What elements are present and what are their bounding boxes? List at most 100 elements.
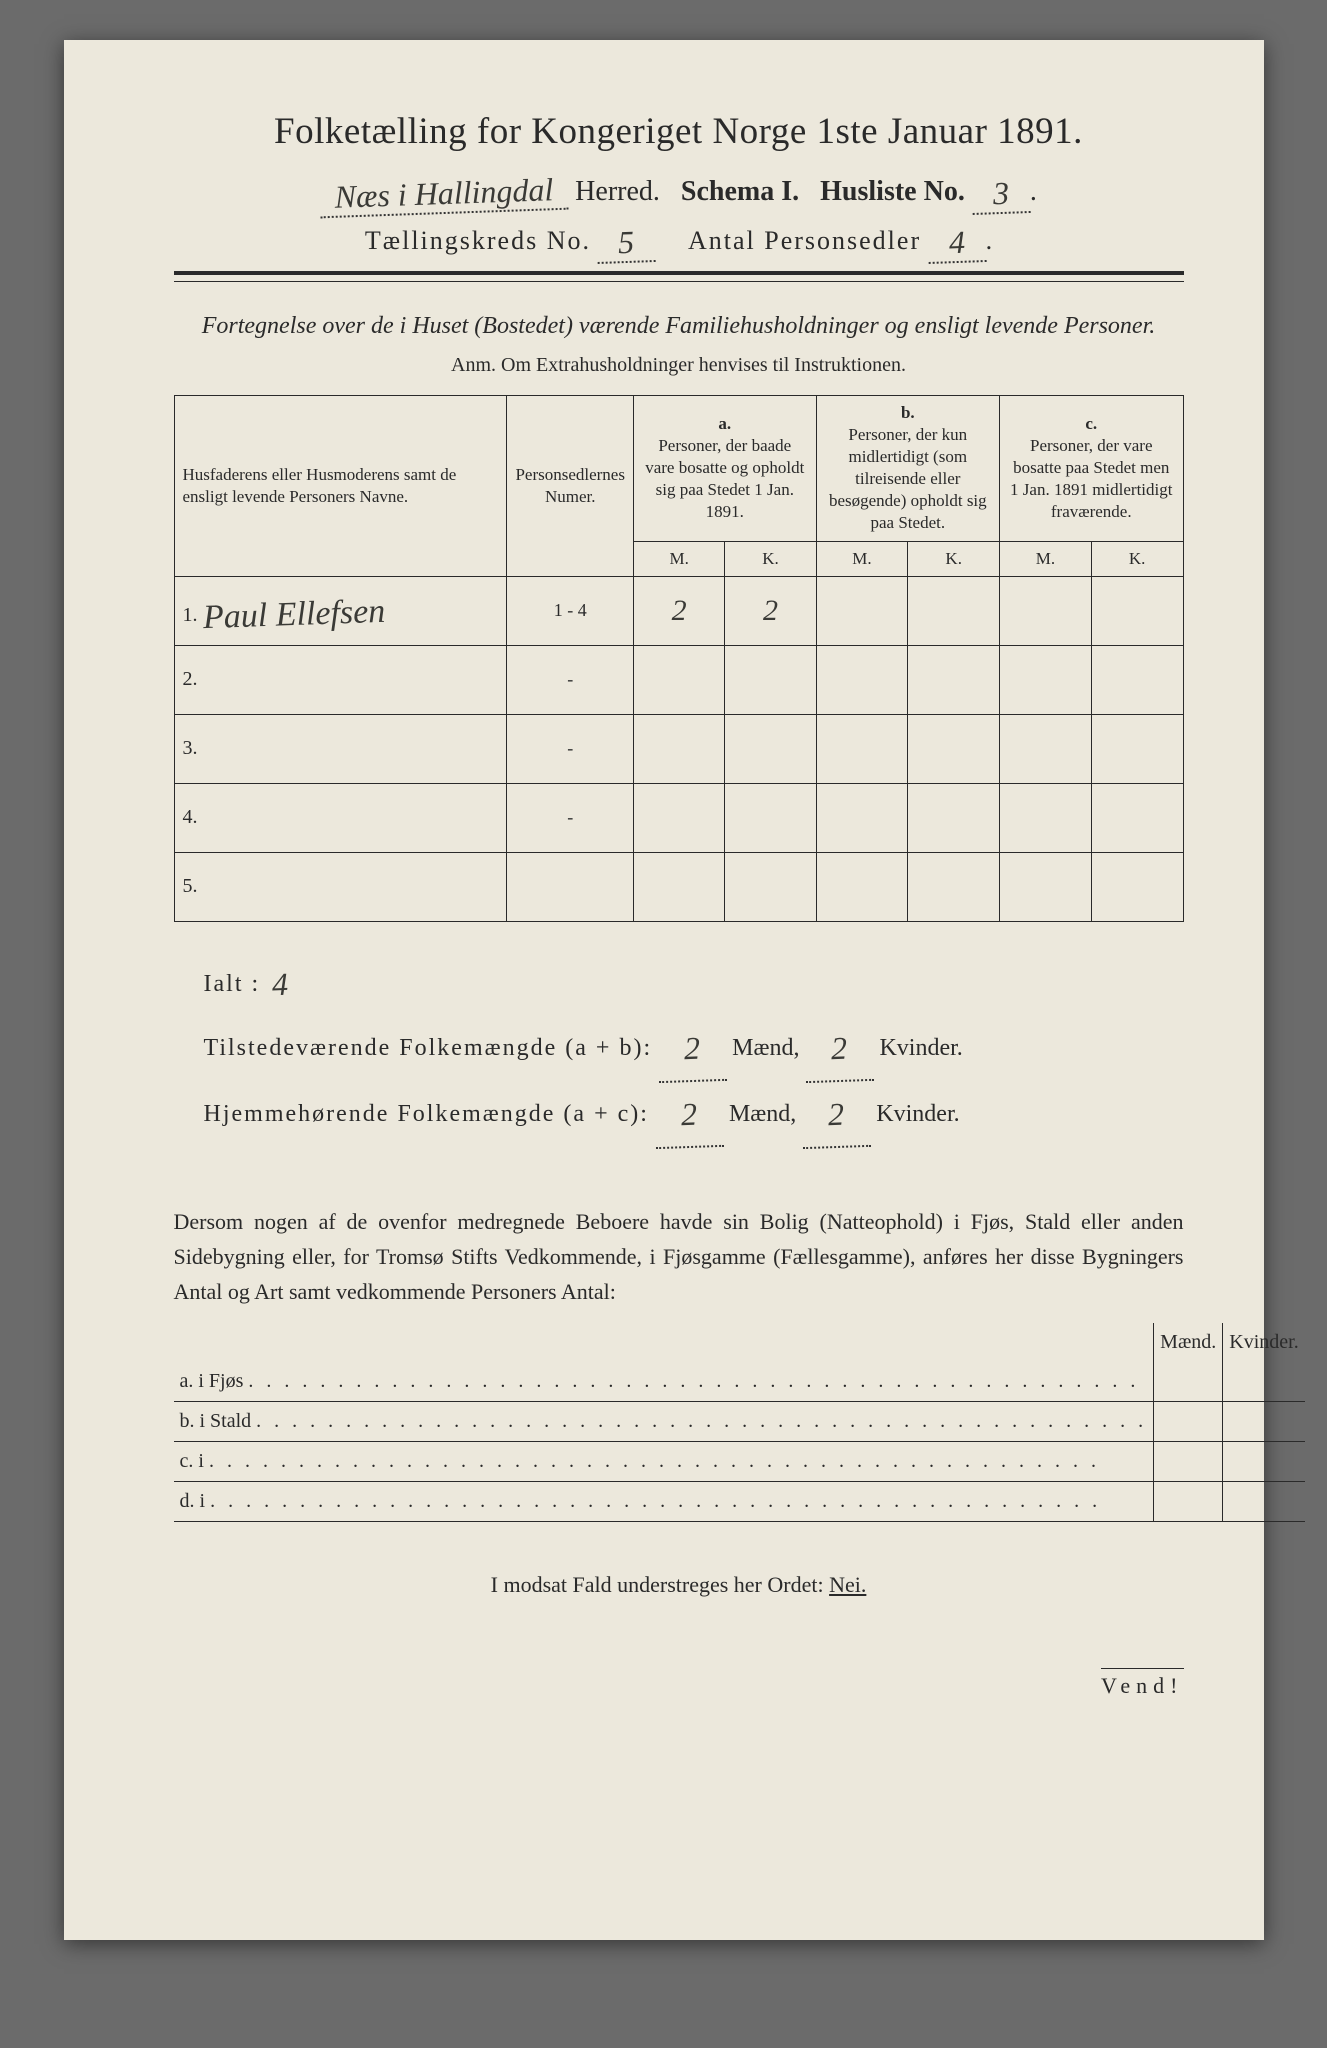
table-row: 5. <box>174 852 1183 921</box>
th-name: Husfaderens eller Husmoderens samt de en… <box>174 396 507 577</box>
schema-label: Schema I. <box>681 176 799 207</box>
tilst-label: Tilstedeværende Folkemængde (a + b): <box>204 1035 653 1061</box>
outb-m <box>1154 1442 1223 1482</box>
outb-row: c. i <box>174 1442 1305 1482</box>
row-num-cell <box>507 852 634 921</box>
cell-cM <box>1000 852 1092 921</box>
cell-aK <box>725 852 816 921</box>
header-line-1: Næs i Hallingdal Herred. Schema I. Husli… <box>174 171 1184 210</box>
cell-cK <box>1091 783 1183 852</box>
th-b-text: Personer, der kun midlertidigt (som tilr… <box>829 425 987 532</box>
cell-cK <box>1091 714 1183 783</box>
th-aK: K. <box>725 541 816 576</box>
cell-bK <box>908 576 1000 645</box>
maend-label-1: Mænd, <box>732 1035 799 1061</box>
row-num-cell: - <box>507 783 634 852</box>
main-title: Folketælling for Kongeriget Norge 1ste J… <box>174 110 1184 153</box>
outb-m <box>1154 1402 1223 1442</box>
th-b-group: b. Personer, der kun midlertidigt (som t… <box>816 396 999 542</box>
subtitle: Fortegnelse over de i Huset (Bostedet) v… <box>174 308 1184 344</box>
cell-cM <box>1000 576 1092 645</box>
cell-bM <box>816 576 908 645</box>
outb-lead: c. i <box>174 1442 1154 1482</box>
hjem-label: Hjemmehørende Folkemængde (a + c): <box>204 1101 649 1127</box>
kreds-label: Tællingskreds No. <box>365 226 591 255</box>
outb-row: d. i <box>174 1482 1305 1522</box>
footer-text: I modsat Fald understreges her Ordet: <box>491 1572 824 1597</box>
kvinder-label-2: Kvinder. <box>876 1101 959 1127</box>
herred-label: Herred. <box>575 176 660 207</box>
cell-cK <box>1091 645 1183 714</box>
husliste-no-hw: 3 <box>971 174 1030 215</box>
divider-rule <box>174 271 1184 282</box>
outb-lead: a. i Fjøs <box>174 1362 1154 1402</box>
cell-aK <box>725 714 816 783</box>
outb-k <box>1223 1402 1305 1442</box>
row-name-cell: 5. <box>174 852 507 921</box>
th-cK: K. <box>1091 541 1183 576</box>
outb-row: b. i Stald <box>174 1402 1305 1442</box>
cell-aK <box>725 783 816 852</box>
row-name-cell: 1. Paul Ellefsen <box>174 576 507 645</box>
census-table: Husfaderens eller Husmoderens samt de en… <box>174 395 1184 922</box>
vend-label: Vend! <box>1101 1668 1184 1699</box>
th-a-text: Personer, der baade vare bosatte og opho… <box>645 436 804 521</box>
cell-bM <box>816 852 908 921</box>
cell-aK <box>725 645 816 714</box>
cell-bK <box>908 645 1000 714</box>
th-c-letter: c. <box>1085 414 1097 433</box>
row-num-cell: - <box>507 714 634 783</box>
cell-cM <box>1000 645 1092 714</box>
table-row: 4.- <box>174 783 1183 852</box>
row-name-cell: 3. <box>174 714 507 783</box>
kreds-no-hw: 5 <box>597 223 656 264</box>
cell-cK <box>1091 576 1183 645</box>
antal-label: Antal Personsedler <box>688 226 921 255</box>
cell-aK: 2 <box>725 576 816 645</box>
outb-m <box>1154 1362 1223 1402</box>
footer-nei: Nei. <box>829 1572 866 1597</box>
th-a-letter: a. <box>718 414 731 433</box>
cell-bM <box>816 645 908 714</box>
cell-aM <box>633 852 724 921</box>
outbuilding-paragraph: Dersom nogen af de ovenfor medregnede Be… <box>174 1204 1184 1310</box>
outbuilding-table: Mænd. Kvinder. a. i Fjøs b. i Stald c. i… <box>174 1323 1305 1522</box>
cell-bK <box>908 852 1000 921</box>
th-bK: K. <box>908 541 1000 576</box>
cell-aM: 2 <box>633 576 724 645</box>
footer-line: I modsat Fald understreges her Ordet: Ne… <box>174 1572 1184 1598</box>
outb-lead: b. i Stald <box>174 1402 1154 1442</box>
cell-bK <box>908 783 1000 852</box>
maend-label-2: Mænd, <box>729 1101 796 1127</box>
row-num-cell: 1 - 4 <box>507 576 634 645</box>
outb-m <box>1154 1482 1223 1522</box>
th-num: Personsedlernes Numer. <box>507 396 634 577</box>
th-aM: M. <box>633 541 724 576</box>
th-cM: M. <box>1000 541 1092 576</box>
th-b-letter: b. <box>901 403 915 422</box>
outb-head-m: Mænd. <box>1154 1323 1223 1362</box>
ialt-hw: 4 <box>271 951 289 1016</box>
cell-bK <box>908 714 1000 783</box>
hjem-m-hw: 2 <box>654 1080 724 1148</box>
th-bM: M. <box>816 541 908 576</box>
tilst-k-hw: 2 <box>804 1014 874 1082</box>
outb-lead: d. i <box>174 1482 1154 1522</box>
anm-note: Anm. Om Extrahusholdninger henvises til … <box>174 354 1184 377</box>
table-row: 3.- <box>174 714 1183 783</box>
cell-cK <box>1091 852 1183 921</box>
herred-handwritten: Næs i Hallingdal <box>320 171 569 219</box>
outb-k <box>1223 1482 1305 1522</box>
th-c-text: Personer, der vare bosatte paa Stedet me… <box>1010 436 1172 521</box>
row-num-cell: - <box>507 645 634 714</box>
census-form-page: Folketælling for Kongeriget Norge 1ste J… <box>64 40 1264 1940</box>
husliste-label: Husliste No. <box>820 176 965 207</box>
antal-hw: 4 <box>927 223 986 264</box>
totals-block: Ialt : 4 Tilstedeværende Folkemængde (a … <box>174 948 1184 1144</box>
table-row: 1. Paul Ellefsen1 - 422 <box>174 576 1183 645</box>
header-line-2: Tællingskreds No. 5 Antal Personsedler 4… <box>174 220 1184 259</box>
outb-k <box>1223 1362 1305 1402</box>
table-row: 2.- <box>174 645 1183 714</box>
outb-head-k: Kvinder. <box>1223 1323 1305 1362</box>
cell-bM <box>816 783 908 852</box>
